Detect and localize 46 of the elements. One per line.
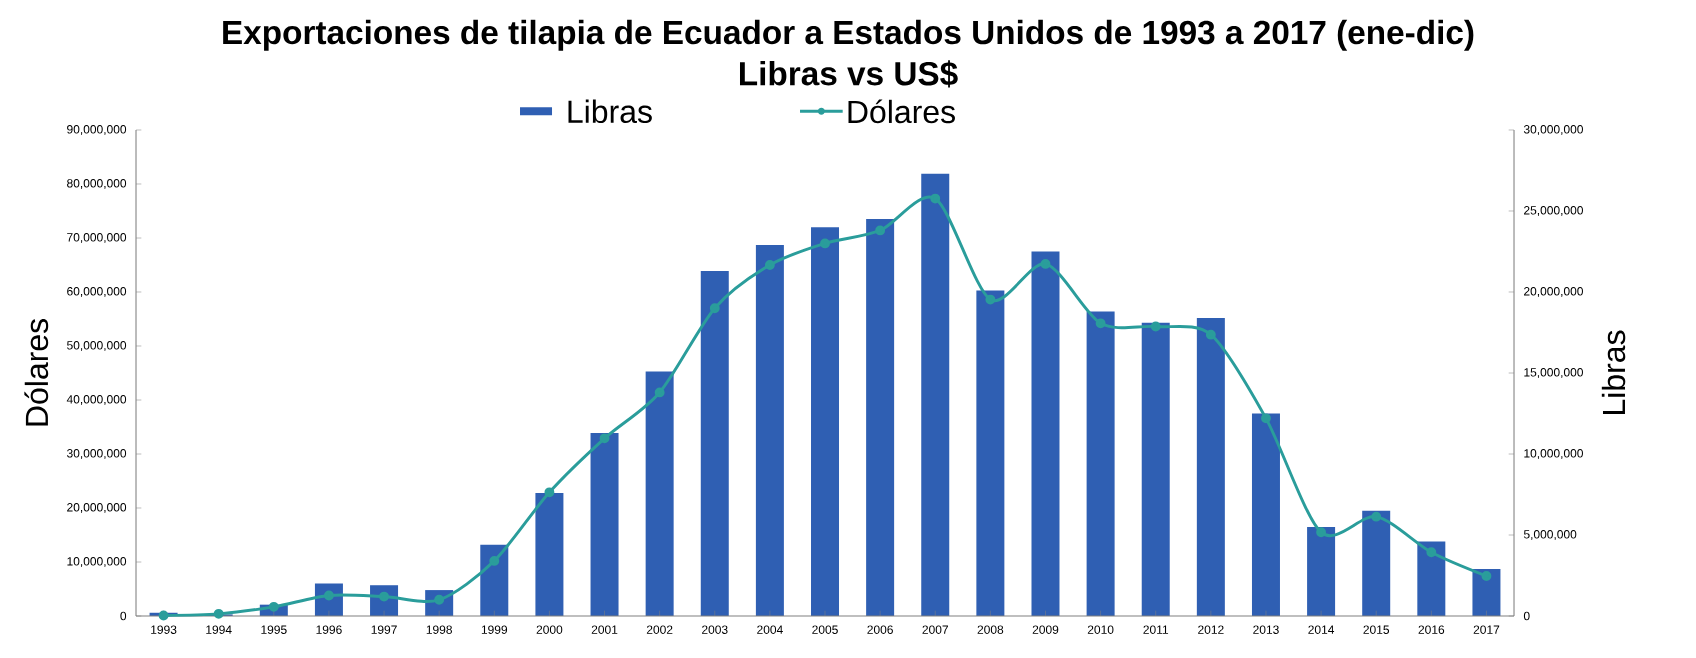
chart-subtitle: Libras vs US$ [739,60,958,88]
bar [921,173,950,617]
bar [700,270,729,617]
point [654,387,665,398]
y2-axis-title: Libras [1601,330,1626,414]
bar [811,227,840,617]
point [1371,511,1382,522]
point [764,260,775,270]
bar [535,492,564,617]
bar [755,245,784,617]
y-axis-title: Dólares [24,319,49,426]
point [158,610,169,621]
point [709,303,720,314]
bar [866,219,895,617]
point [213,608,224,619]
point [930,193,941,204]
bar [1362,510,1391,617]
bar [480,544,509,617]
point [1205,329,1216,340]
bar [1417,541,1446,617]
point [1040,258,1051,269]
bar [976,290,1005,617]
bar [1307,526,1336,617]
point [985,294,996,305]
bar [1196,317,1225,617]
bar [590,432,619,617]
chart-title: Exportaciones de tilapia de Ecuador a Estados Unidos de 1993 a 2017 (ene-dic) [223,19,1474,51]
bar [1251,413,1280,617]
point [1316,527,1327,538]
legend-label: Dólares [848,99,955,124]
legend-label: Libras [568,99,652,124]
point [875,225,886,236]
point [1150,321,1161,332]
bar [1086,311,1115,617]
point [489,555,500,566]
point [1426,547,1437,558]
point [544,487,555,498]
point [820,238,830,249]
point [599,433,610,444]
bar [1472,569,1501,617]
bar [645,371,674,617]
bar [1141,322,1170,617]
point [1481,571,1492,581]
point [1095,318,1106,329]
bar [1031,251,1060,617]
point [1261,413,1271,424]
